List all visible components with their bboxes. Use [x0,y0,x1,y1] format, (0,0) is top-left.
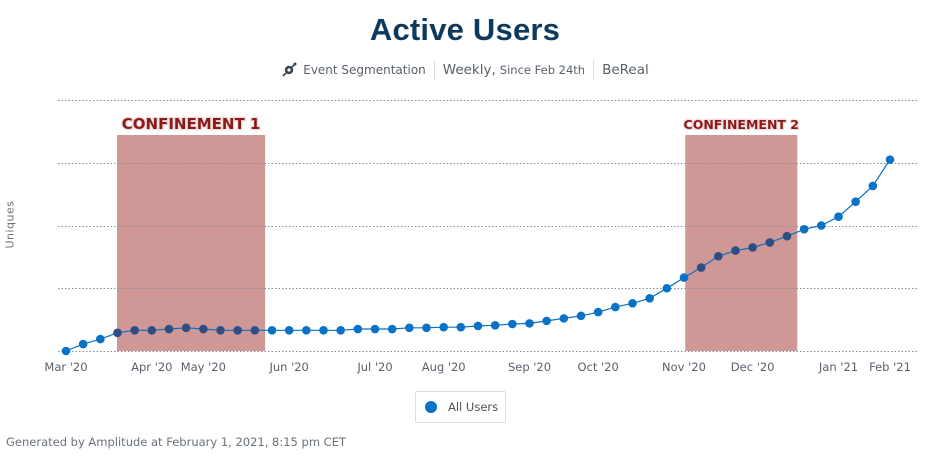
data-point [817,221,826,230]
divider [593,60,595,80]
data-point [439,322,448,332]
confinement-band [685,135,798,351]
legend-label: All Users [448,400,499,414]
data-point [748,243,757,252]
data-point [593,307,603,317]
x-tick-label: Sep '20 [508,360,551,374]
chart-type-label: Event Segmentation [303,63,426,77]
data-point [473,321,483,331]
data-point [662,283,672,293]
event-segmentation-icon [281,62,297,78]
data-point [490,320,500,330]
range-label: Since Feb 24th [499,63,586,77]
data-point [267,325,277,335]
data-point [233,325,242,335]
data-point [576,311,586,321]
confinement-band [117,135,266,351]
x-tick-label: May '20 [181,360,226,374]
x-tick-label: Jul '20 [356,360,392,374]
data-point [868,181,878,191]
data-point [885,155,895,164]
data-point [422,323,431,333]
data-point [628,299,637,308]
data-point [559,314,569,323]
chart-title: Active Users [369,12,561,47]
legend-dot-icon [425,401,437,413]
data-point [405,323,414,333]
chart-plot: CONFINEMENT 1 CONFINEMENT 2 Mar '20 Apr '2… [44,100,917,374]
data-point [782,231,792,241]
data-point [216,325,225,335]
data-point [834,212,843,222]
data-point [78,339,88,349]
x-tick-label: Mar '20 [44,360,87,374]
divider [433,60,435,80]
data-point [508,319,517,329]
x-tick-label: Feb '21 [869,360,911,374]
data-point [696,263,706,272]
data-point [851,197,860,206]
x-tick-label: Aug '20 [422,360,466,374]
chart-subtitle: Event Segmentation Weekly, Since Feb 24t… [0,60,930,80]
data-point [679,273,689,282]
data-point [353,324,363,334]
data-point [164,324,174,334]
interval-label: Weekly, [442,62,496,78]
footer-generated-text: Generated by Amplitude at February 1, 20… [6,435,347,449]
x-tick-label: Nov '20 [662,360,706,374]
data-point [319,325,328,335]
data-point [113,328,122,338]
data-point [96,334,105,344]
data-point [525,319,534,328]
x-tick-label: Jun '20 [268,360,308,374]
data-point [731,246,740,255]
data-point [456,322,466,332]
project[interactable]: BeReal [594,60,657,80]
data-point [284,325,294,335]
data-point [336,325,345,335]
data-point [765,238,775,247]
x-tick-label: Jan '21 [818,360,858,374]
project-label: BeReal [602,62,649,78]
data-point [302,325,311,335]
data-point [542,316,551,326]
data-point [387,324,397,334]
data-point [799,224,809,234]
legend-item-all-users[interactable]: All Users [415,391,506,423]
data-point [714,251,723,261]
data-point [130,325,139,335]
data-point [199,324,208,334]
data-point [61,346,71,356]
x-tick-label: Dec '20 [731,360,775,374]
confinement-label: CONFINEMENT 1 [122,115,261,133]
data-point [645,293,654,303]
x-tick-label: Apr '20 [131,360,172,374]
confinement-label: CONFINEMENT 2 [684,117,799,132]
x-tick-label: Oct '20 [577,360,618,374]
data-point [370,324,380,334]
interval-range[interactable]: Weekly, Since Feb 24th [435,60,593,80]
data-point [250,325,260,335]
data-point [611,302,620,312]
data-point [147,325,157,335]
chart-type[interactable]: Event Segmentation [273,60,434,80]
data-point [181,323,191,333]
